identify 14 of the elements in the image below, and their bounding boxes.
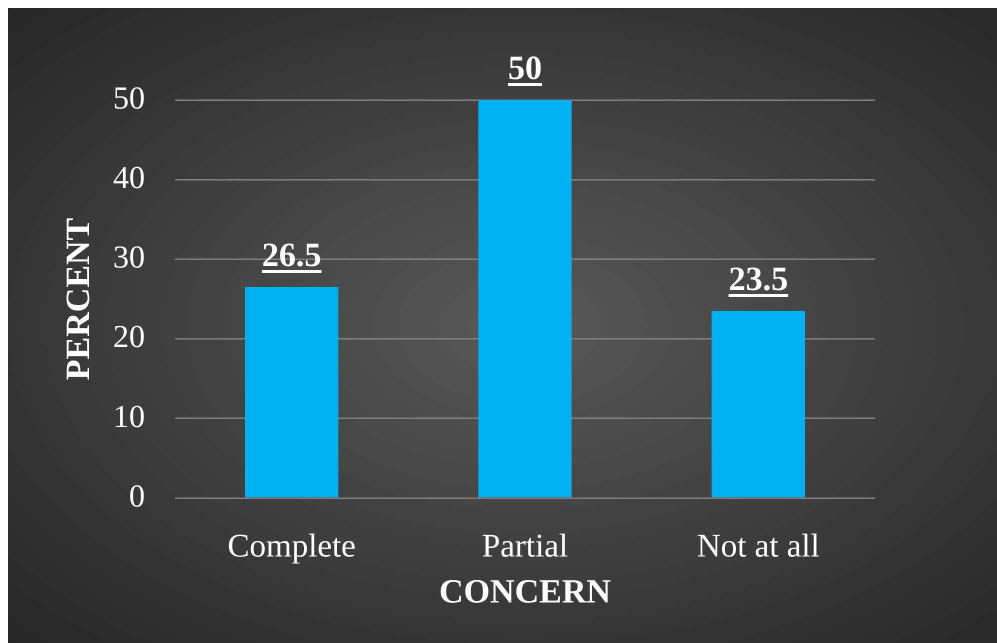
y-tick-label: 40: [113, 159, 145, 196]
y-tick-label: 20: [113, 318, 145, 354]
y-axis-title: PERCENT: [60, 217, 98, 380]
x-tick-label: Not at all: [696, 528, 820, 564]
data-label: 23.5: [728, 260, 788, 300]
data-label: 26.5: [262, 237, 322, 276]
data-label: 50: [508, 50, 542, 89]
y-tick-label: 10: [113, 398, 145, 434]
x-axis-title: CONCERN: [439, 573, 612, 610]
y-tick-label: 0: [129, 477, 145, 514]
y-tick-label: 50: [113, 79, 145, 116]
x-tick-label: Complete: [228, 528, 356, 564]
y-tick-label: 30: [113, 238, 145, 275]
x-tick-label: Partial: [482, 528, 568, 564]
